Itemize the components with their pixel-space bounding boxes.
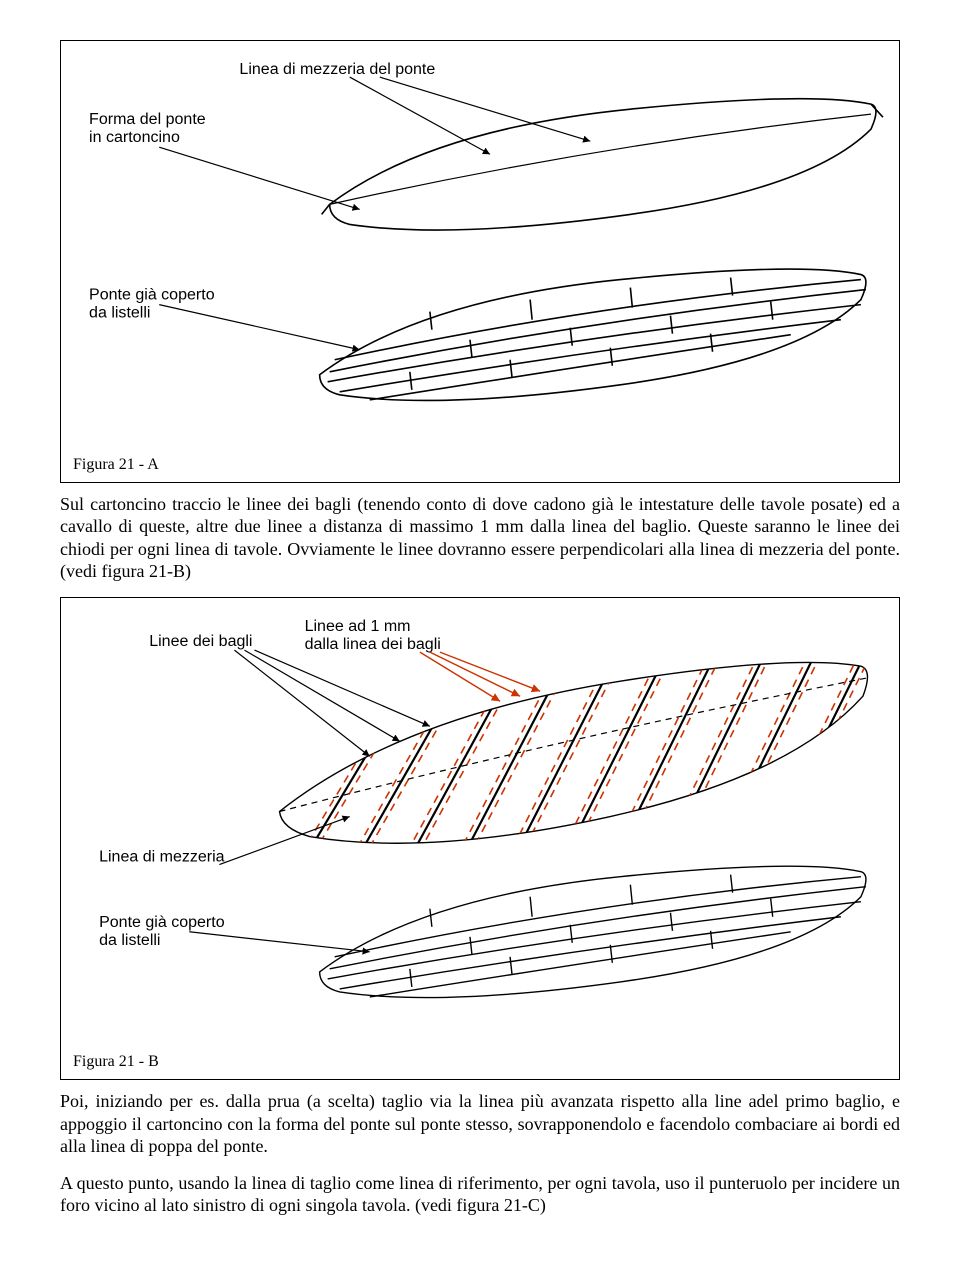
- fig-a-label-forma2: in cartoncino: [89, 128, 180, 146]
- figure-b-svg: Linee dei bagli Linee ad 1 mm dalla line…: [69, 606, 891, 1047]
- figure-a-box: Linea di mezzeria del ponte Forma del po…: [60, 40, 900, 483]
- figure-b-box: Linee dei bagli Linee ad 1 mm dalla line…: [60, 597, 900, 1080]
- fig-a-label-forma1: Forma del ponte: [89, 110, 206, 128]
- paragraph-3: A questo punto, usando la linea di tagli…: [60, 1172, 900, 1217]
- fig-b-label-ponte2: da listelli: [99, 931, 160, 949]
- fig-a-label-ponte2: da listelli: [89, 304, 150, 322]
- paragraph-2: Poi, iniziando per es. dalla prua (a sce…: [60, 1090, 900, 1158]
- fig-b-label-1mm-2: dalla linea dei bagli: [305, 635, 441, 653]
- fig-b-label-mezzeria: Linea di mezzeria: [99, 848, 225, 866]
- fig-b-label-1mm-1: Linee ad 1 mm: [305, 617, 411, 635]
- figure-b-caption: Figura 21 - B: [73, 1053, 891, 1071]
- paragraph-1: Sul cartoncino traccio le linee dei bagl…: [60, 493, 900, 583]
- fig-a-label-mezzeria: Linea di mezzeria del ponte: [239, 60, 435, 78]
- figure-a-caption: Figura 21 - A: [73, 456, 891, 474]
- fig-b-label-bagli: Linee dei bagli: [149, 632, 252, 650]
- fig-a-label-ponte1: Ponte già coperto: [89, 286, 215, 304]
- figure-a-svg: Linea di mezzeria del ponte Forma del po…: [69, 49, 891, 450]
- fig-b-label-ponte1: Ponte già coperto: [99, 913, 225, 931]
